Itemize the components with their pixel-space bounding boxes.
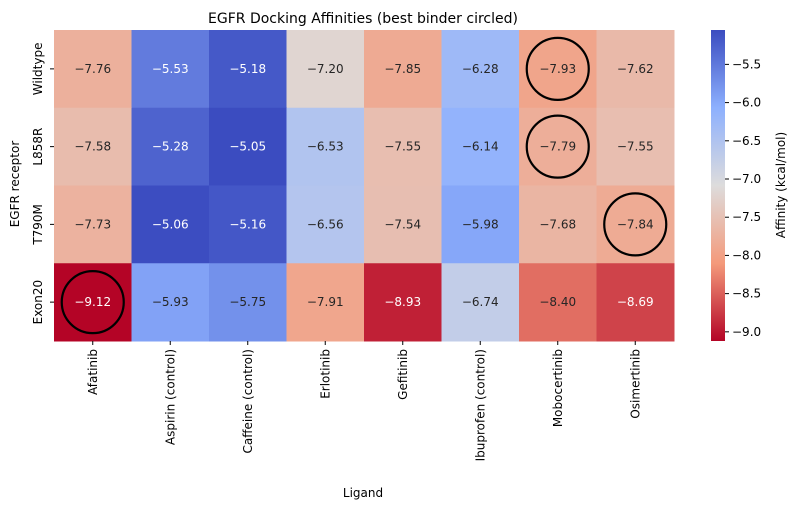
cell-value-label: −6.53 [307,140,344,154]
cell-value-label: −8.40 [539,295,576,309]
cell-value-label: −7.93 [539,62,576,76]
cell-value-label: −5.28 [152,140,189,154]
x-tick-label: Afatinib [86,349,100,395]
colorbar-ticks: −5.5 −6.0 −6.5 −7.0 −7.5 −8.0 −8.5 −9.0 [725,57,761,339]
heatmap-cell [209,30,287,109]
x-tick-label: Erlotinib [318,349,332,399]
heatmap-cell [131,185,210,264]
cell-value-label: −6.56 [307,217,344,231]
colorbar-tick-label: −9.0 [732,325,761,339]
heatmap-cell [364,185,442,264]
y-axis-ticks: Wildtype L858R T790M Exon20 [31,43,54,325]
cell-value-label: −6.28 [462,62,499,76]
heatmap-cell [131,263,210,342]
cell-value-label: −5.18 [229,62,266,76]
heatmap-cell [364,263,442,342]
y-tick-label: Wildtype [31,43,45,96]
x-tick-label: Ibuprofen (control) [473,349,487,461]
colorbar-label: Affinity (kcal/mol) [774,132,788,238]
heatmap-cell [209,185,287,264]
cell-value-label: −5.16 [229,217,266,231]
colorbar-tick-label: −5.5 [732,57,761,71]
colorbar-tick-label: −7.5 [732,210,761,224]
best-binder-circle [525,114,590,179]
cell-value-label: −7.62 [617,62,654,76]
colorbar [711,30,725,341]
cell-value-label: −5.98 [462,217,499,231]
cell-value-label: −7.84 [617,217,654,231]
heatmap-cell [286,107,365,186]
heatmap-cell [209,263,287,342]
heatmap-cell [596,30,675,109]
x-axis-label: Ligand [343,486,383,500]
colorbar-tick-label: −6.0 [732,96,761,110]
best-binder-circle [603,192,668,257]
cell-value-label: −7.91 [307,295,344,309]
cell-value-label: −6.14 [462,140,499,154]
colorbar-tick-label: −7.0 [732,172,761,186]
heatmap-cell [364,107,442,186]
heatmap-cell [209,107,287,186]
cell-value-label: −7.85 [384,62,421,76]
heatmap-cell [441,107,520,186]
heatmap-cell [519,107,597,186]
heatmap-cell [519,263,597,342]
heatmap-cell [596,263,675,342]
cell-value-label: −7.55 [617,140,654,154]
y-axis-label: EGFR receptor [8,141,22,228]
x-tick-label: Mobocertinib [551,349,565,427]
x-tick-label: Osimertinib [628,349,642,419]
cell-value-label: −7.79 [539,140,576,154]
cell-value-label: −5.75 [229,295,266,309]
heatmap-cell [54,107,132,186]
heatmap-cell [596,185,675,264]
heatmap-cell [441,30,520,109]
cell-value-label: −6.74 [462,295,499,309]
colorbar-tick-label: −8.0 [732,248,761,262]
y-tick-label: L858R [31,128,45,166]
cell-value-label: −7.58 [74,140,111,154]
heatmap-cell [519,185,597,264]
cell-value-label: −8.93 [384,295,421,309]
heatmap-cell [131,107,210,186]
heatmap-cells: −7.76 −5.53 −5.18 −7.20 −7.85 −6.28 −7.93 −7.62… [54,30,675,342]
heatmap-cell [131,30,210,109]
cell-value-label: −9.12 [74,295,111,309]
heatmap-cell [286,263,365,342]
heatmap-cell [519,30,597,109]
x-axis-ticks: Afatinib Aspirin (control) Caffeine (contr… [86,341,642,461]
heatmap-cell [286,185,365,264]
cell-value-label: −5.93 [152,295,189,309]
y-tick-label: Exon20 [31,280,45,325]
heatmap-cell [596,107,675,186]
best-binder-circles [60,36,668,335]
cell-value-label: −7.55 [384,140,421,154]
cell-value-label: −5.05 [229,140,266,154]
cell-value-label: −5.06 [152,217,189,231]
x-tick-label: Caffeine (control) [241,349,255,453]
best-binder-circle [525,36,590,101]
heatmap-cell [54,30,132,109]
colorbar-tick-label: −8.5 [732,287,761,301]
cell-value-label: −7.20 [307,62,344,76]
heatmap-cell [441,263,520,342]
heatmap-cell [286,30,365,109]
chart-title: EGFR Docking Affinities (best binder cir… [208,11,518,27]
cell-value-label: −7.73 [74,217,111,231]
cell-value-label: −7.54 [384,217,421,231]
y-tick-label: T790M [31,204,45,246]
heatmap-cell [54,263,132,342]
heatmap-cell [54,185,132,264]
heatmap-cell [364,30,442,109]
x-tick-label: Gefitinib [396,349,410,400]
cell-value-label: −5.53 [152,62,189,76]
x-tick-label: Aspirin (control) [163,349,177,445]
cell-value-label: −8.69 [617,295,654,309]
best-binder-circle [60,270,125,335]
colorbar-tick-label: −6.5 [732,134,761,148]
heatmap-cell [441,185,520,264]
cell-value-label: −7.76 [74,62,111,76]
cell-value-label: −7.68 [539,217,576,231]
